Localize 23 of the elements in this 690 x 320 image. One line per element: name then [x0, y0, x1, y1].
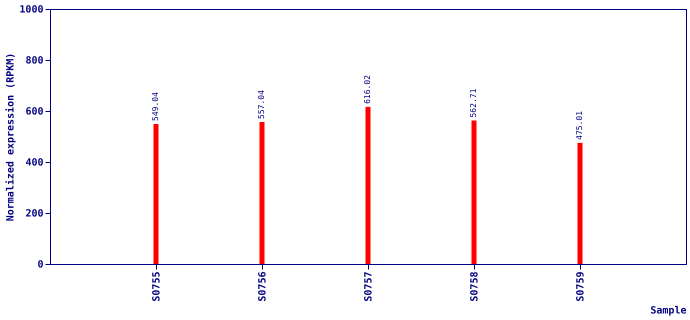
bar [578, 142, 582, 264]
y-tick-label: 400 [25, 158, 44, 168]
data-label: 475.01 [575, 110, 584, 140]
data-label: 616.02 [363, 74, 372, 104]
y-tick-label: 800 [25, 56, 44, 66]
bar [472, 120, 476, 264]
x-tick-label: S0759 [576, 272, 586, 302]
y-tick-label: 1000 [19, 4, 44, 16]
x-tick-label: S0755 [152, 272, 162, 302]
x-tick-label: S0758 [470, 272, 480, 302]
x-axis-title: Sample [650, 306, 686, 317]
x-tick-label: S0757 [364, 272, 374, 302]
data-label: 562.71 [469, 88, 478, 118]
y-axis-title: Normalized expression (RPKM) [4, 52, 16, 222]
y-tick-label: 0 [37, 260, 44, 270]
data-label: 549.04 [151, 92, 160, 121]
bar [154, 124, 158, 264]
y-tick-label: 600 [25, 106, 44, 118]
bar [260, 122, 264, 264]
x-tick-label: S0756 [258, 272, 268, 302]
y-tick-label: 200 [25, 208, 44, 220]
data-label: 557.04 [257, 90, 266, 119]
bar [366, 106, 370, 264]
